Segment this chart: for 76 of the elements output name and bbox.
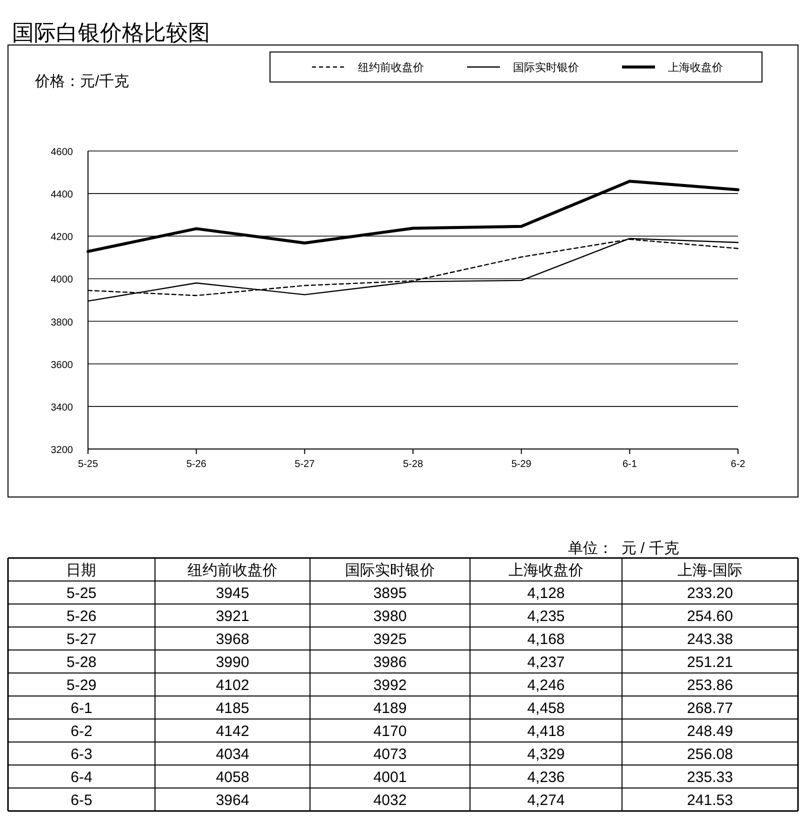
y-tick-label: 3200 — [50, 445, 74, 456]
category-label: 5-26 — [66, 608, 97, 625]
legend-label: 纽约前收盘价 — [358, 62, 424, 74]
data-label: 3986 — [373, 654, 407, 671]
data-label: 4189 — [373, 700, 407, 717]
data-label: 3964 — [216, 792, 250, 809]
data-label: 4,128 — [527, 585, 565, 602]
legend-label: 国际实时银价 — [513, 61, 579, 74]
data-label: 3925 — [373, 631, 407, 648]
category-label: 5-29 — [66, 677, 97, 694]
y-tick-label: 4000 — [50, 274, 74, 286]
text: 纽约前收盘价 — [188, 562, 278, 579]
data-label: 4170 — [373, 723, 407, 740]
data-label: 3992 — [373, 677, 407, 694]
chart-title: 国际白银价格比较图 — [12, 20, 210, 45]
y-tick-label: 4400 — [50, 190, 74, 201]
category-label: 6-5 — [70, 792, 92, 809]
data-label: 241.53 — [687, 792, 733, 809]
text: 上海-国际 — [678, 562, 742, 579]
text: 国际实时银价 — [345, 562, 435, 579]
data-label: 4032 — [373, 792, 407, 809]
data-label: 4,168 — [527, 631, 565, 648]
data-label: 4,418 — [527, 723, 565, 740]
text: 上海收盘价 — [508, 562, 584, 579]
x-tick-label: 6-1 — [622, 459, 638, 470]
data-label: 4,237 — [527, 654, 565, 671]
category-label: 6-2 — [70, 723, 92, 740]
data-label: 256.08 — [687, 746, 733, 763]
data-label: 3895 — [373, 585, 407, 602]
data-label: 4001 — [373, 769, 407, 786]
y-tick-label: 4600 — [50, 147, 74, 158]
data-label: 3968 — [216, 631, 250, 648]
data-label: 235.33 — [687, 769, 733, 786]
data-label: 4034 — [216, 746, 250, 763]
category-label: 6-4 — [70, 769, 92, 786]
data-label: 4,274 — [527, 792, 565, 809]
y-axis-title: 价格：元/千克 — [34, 73, 130, 90]
text: 日期 — [66, 562, 96, 579]
category-label: 5-25 — [66, 585, 97, 602]
y-tick-label: 3600 — [50, 360, 74, 371]
data-label: 243.38 — [687, 631, 733, 648]
data-label: 248.49 — [687, 723, 733, 740]
data-label: 268.77 — [687, 700, 733, 717]
data-label: 254.60 — [687, 608, 733, 625]
data-label: 3921 — [216, 608, 250, 625]
x-tick-label: 6-2 — [730, 459, 746, 470]
data-label: 4,329 — [527, 746, 565, 763]
legend-label: 上海收盘价 — [668, 61, 723, 74]
data-label: 4073 — [373, 746, 407, 763]
y-tick-label: 3400 — [50, 402, 74, 414]
x-tick-label: 5-29 — [511, 459, 532, 470]
data-label: 4,235 — [527, 608, 565, 625]
category-label: 6-1 — [70, 700, 92, 717]
x-tick-label: 5-26 — [186, 459, 207, 470]
data-label: 4185 — [216, 700, 250, 717]
data-label: 3945 — [216, 585, 250, 602]
category-label: 5-27 — [66, 631, 97, 648]
data-label: 4102 — [216, 677, 250, 694]
data-label: 4142 — [216, 723, 250, 740]
x-tick-label: 5-25 — [78, 459, 98, 470]
x-tick-label: 5-28 — [402, 459, 424, 470]
x-tick-label: 5-27 — [294, 459, 316, 470]
text: 单位： 元 / 千克 — [568, 540, 679, 557]
data-label: 4,458 — [527, 700, 565, 717]
data-label: 3990 — [216, 654, 250, 671]
category-label: 5-28 — [66, 654, 97, 671]
data-label: 3980 — [373, 608, 407, 625]
y-tick-label: 3800 — [50, 317, 74, 328]
data-label: 4,246 — [527, 677, 565, 694]
data-label: 233.20 — [687, 585, 733, 602]
category-label: 6-3 — [70, 746, 92, 763]
data-label: 253.86 — [687, 677, 733, 694]
y-tick-label: 4200 — [50, 232, 74, 244]
data-label: 4058 — [216, 769, 250, 786]
data-label: 4,236 — [527, 769, 565, 786]
data-label: 251.21 — [687, 654, 733, 671]
